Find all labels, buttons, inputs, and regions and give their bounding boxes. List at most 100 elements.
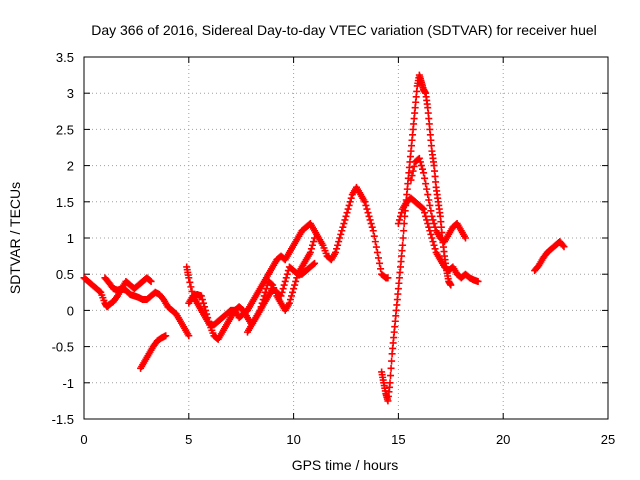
- data-point: [366, 216, 374, 224]
- data-point: [427, 207, 435, 215]
- data-point: [343, 209, 351, 217]
- data-point: [205, 317, 213, 325]
- data-point: [423, 185, 431, 193]
- data-point: [363, 205, 371, 213]
- data-point: [199, 299, 207, 307]
- data-point: [429, 216, 437, 224]
- data-point: [410, 163, 418, 171]
- data-point: [292, 277, 300, 285]
- data-point: [96, 287, 104, 295]
- data-point: [332, 248, 340, 256]
- data-point: [376, 259, 384, 267]
- data-point: [560, 243, 568, 251]
- data-point: [374, 254, 382, 262]
- data-point: [367, 220, 375, 228]
- data-point: [342, 212, 350, 220]
- data-point: [286, 296, 294, 304]
- data-point: [310, 260, 318, 268]
- data-point: [311, 259, 319, 267]
- data-point: [373, 248, 381, 256]
- data-point: [426, 201, 434, 209]
- x-tick-label: 5: [185, 432, 192, 447]
- data-point: [377, 265, 385, 273]
- data-point: [187, 283, 195, 291]
- data-point: [306, 248, 314, 256]
- data-point: [185, 274, 193, 282]
- data-point: [185, 332, 193, 340]
- data-point: [279, 285, 287, 293]
- data-point: [424, 191, 432, 199]
- data-point: [399, 234, 407, 242]
- data-point: [285, 299, 293, 307]
- data-point: [186, 278, 194, 286]
- y-tick-label: 1: [67, 231, 74, 246]
- y-tick-label: -1: [62, 376, 74, 391]
- chart-title: Day 366 of 2016, Sidereal Day-to-day VTE…: [91, 22, 597, 38]
- data-point: [340, 220, 348, 228]
- y-tick-label: 3.5: [56, 50, 74, 65]
- data-point: [427, 230, 435, 238]
- data-point: [334, 241, 342, 249]
- data-point: [361, 198, 369, 206]
- data-point: [188, 287, 196, 295]
- data-point: [362, 201, 370, 209]
- y-tick-label: 2: [67, 159, 74, 174]
- data-point: [146, 277, 154, 285]
- data-point: [339, 223, 347, 231]
- data-point: [421, 174, 429, 182]
- data-point: [424, 220, 432, 228]
- data-point: [344, 205, 352, 213]
- x-tick-labels: 0 5 10 15 20 25: [80, 432, 615, 447]
- data-point: [282, 274, 290, 282]
- data-point: [421, 209, 429, 217]
- y-tick-label: 2.5: [56, 122, 74, 137]
- data-point: [407, 176, 415, 184]
- series-arc-j: [531, 238, 568, 275]
- data-point: [288, 292, 296, 300]
- data-point: [147, 277, 155, 285]
- data-point: [311, 234, 319, 242]
- data-point: [262, 285, 270, 293]
- data-point: [370, 232, 378, 240]
- data-point: [394, 220, 402, 228]
- y-tick-labels: -1.5 -1 -0.5 0 0.5 1 1.5 2 2.5 3 3.5: [52, 50, 74, 427]
- data-point: [419, 204, 427, 212]
- data-point: [447, 281, 455, 289]
- data-point: [425, 196, 433, 204]
- data-point: [162, 332, 170, 340]
- data-point: [415, 154, 423, 162]
- series-arc-d: [183, 183, 392, 329]
- data-point: [337, 230, 345, 238]
- x-tick-label: 15: [391, 432, 405, 447]
- data-point: [422, 212, 430, 220]
- data-point: [419, 165, 427, 173]
- y-tick-label: 0: [67, 303, 74, 318]
- series-arc-b: [101, 274, 193, 340]
- data-point: [202, 306, 210, 314]
- x-axis-label: GPS time / hours: [292, 457, 399, 473]
- data-point: [398, 209, 406, 217]
- data-point: [416, 158, 424, 166]
- data-point: [278, 288, 286, 296]
- x-tick-label: 10: [286, 432, 300, 447]
- data-point: [281, 277, 289, 285]
- data-point: [399, 241, 407, 249]
- data-point: [428, 212, 436, 220]
- series-arc-f: [243, 259, 319, 336]
- data-point: [198, 296, 206, 304]
- data-point: [290, 285, 298, 293]
- data-point: [283, 270, 291, 278]
- data-point: [204, 314, 212, 322]
- y-tick-label: 3: [67, 86, 74, 101]
- data-point: [384, 274, 392, 282]
- x-tick-label: 20: [496, 432, 510, 447]
- data-point: [396, 212, 404, 220]
- plot-frame: [83, 56, 609, 420]
- x-tick-label: 25: [601, 432, 615, 447]
- data-point: [369, 227, 377, 235]
- data-point: [430, 220, 438, 228]
- data-point: [559, 241, 567, 249]
- data-point: [431, 223, 439, 231]
- data-point: [291, 281, 299, 289]
- data-point: [307, 245, 315, 253]
